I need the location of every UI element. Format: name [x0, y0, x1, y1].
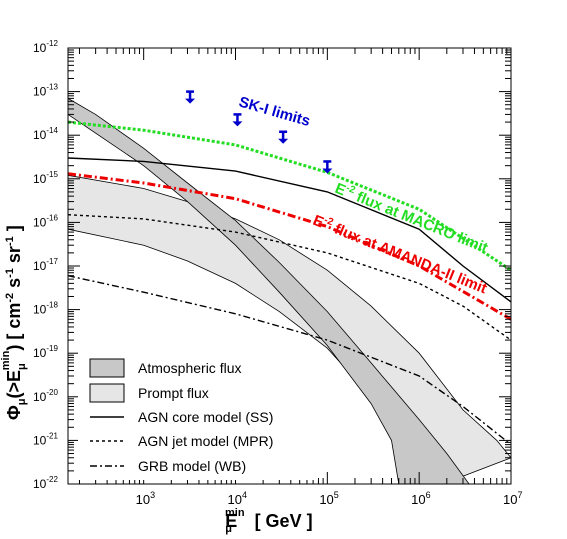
legend-label: Atmospheric flux	[138, 360, 241, 376]
y-tick-label: 10-18	[33, 301, 58, 317]
legend: Atmospheric flux Prompt flux AGN core mode…	[78, 352, 318, 480]
ticks-layer: 103 104 105 106 107 10-22 10-21 10-20 10-19 10-18…	[33, 39, 522, 507]
y-tick-label: 10-15	[33, 170, 58, 186]
bands-layer	[68, 97, 511, 484]
sk-limit-marker	[185, 90, 196, 104]
legend-label: Prompt flux	[138, 385, 209, 401]
x-tick-label: 107	[503, 490, 522, 507]
sk-limit-marker	[278, 130, 289, 144]
sk-limits-label: SK-I limits	[237, 94, 312, 131]
x-tick-label: 106	[411, 490, 430, 507]
legend-entry: GRB model (WB)	[90, 458, 246, 474]
series-layer	[68, 120, 511, 446]
series-agn-jet-model-mpr-	[68, 214, 511, 341]
y-tick-label: 10-14	[33, 126, 58, 142]
band-atmospheric-flux	[68, 97, 470, 484]
y-axis-label: Φμ(>Eμmin) [ cm-2 s-1 sr-1 ]	[0, 225, 28, 420]
legend-label: AGN jet model (MPR)	[138, 433, 273, 449]
y-tick-label: 10-16	[33, 213, 58, 229]
y-tick-label: 10-19	[33, 344, 58, 360]
y-tick-label: 10-22	[33, 475, 58, 491]
series-agn-core-model-ss-	[68, 157, 511, 303]
y-tick-label: 10-17	[33, 257, 58, 273]
legend-entry: AGN core model (SS)	[90, 409, 273, 425]
x-tick-label: 105	[319, 490, 338, 507]
legend-entry: Atmospheric flux	[89, 358, 241, 378]
y-tick-label: 10-20	[33, 388, 58, 404]
sk-limit-marker	[322, 160, 333, 174]
x-axis-label: Eμmin[ GeV ]	[225, 507, 313, 535]
x-tick-label: 103	[136, 490, 155, 507]
legend-entry: AGN jet model (MPR)	[90, 433, 273, 449]
legend-label: AGN core model (SS)	[138, 409, 273, 425]
series-grb-model-wb-	[68, 275, 511, 446]
x-tick-label: 104	[227, 490, 246, 507]
legend-entry: Prompt flux	[89, 383, 209, 403]
sk-limits-layer: SK-I limits	[185, 90, 333, 174]
legend-label: GRB model (WB)	[138, 458, 246, 474]
series-e-2-flux-at-macro-limit	[68, 120, 511, 272]
sk-limit-marker	[232, 113, 243, 127]
y-tick-label: 10-12	[33, 39, 58, 55]
y-tick-label: 10-21	[33, 431, 58, 447]
axis-labels: Eμmin[ GeV ] Φμ(>Eμmin) [ cm-2 s-1 sr-1 ]	[0, 225, 313, 535]
y-tick-label: 10-13	[33, 83, 58, 99]
